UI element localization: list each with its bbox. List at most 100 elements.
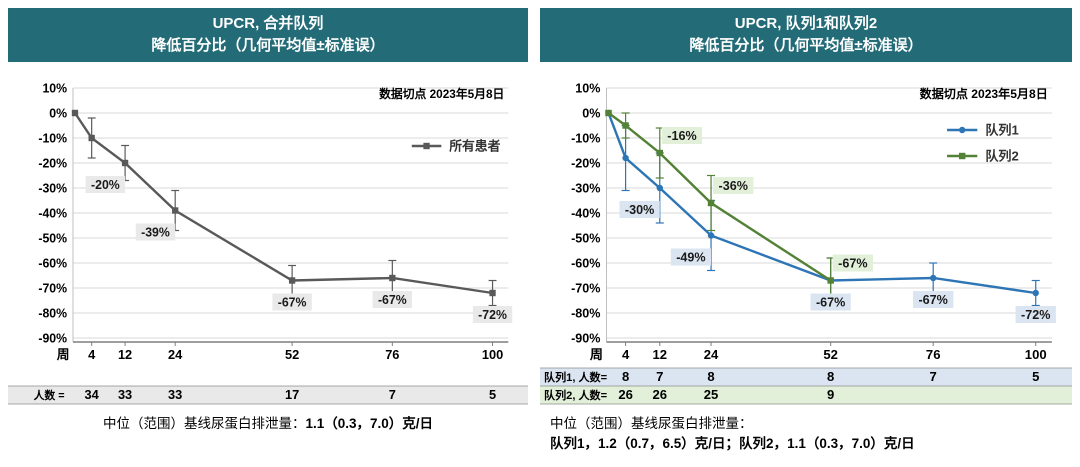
legend-label: 所有患者 bbox=[449, 138, 500, 153]
n-row-label: 队列2, 人数= bbox=[544, 388, 607, 402]
n-row-bg bbox=[540, 367, 1072, 386]
y-axis-tick-label: 0% bbox=[582, 106, 600, 120]
point-label: -20% bbox=[91, 177, 120, 191]
data-point bbox=[489, 289, 496, 296]
point-label: -67% bbox=[378, 292, 407, 306]
n-value: 17 bbox=[285, 386, 299, 401]
y-axis-tick-label: -30% bbox=[571, 181, 600, 195]
point-label-bg bbox=[472, 305, 513, 323]
n-row-bg bbox=[540, 385, 1072, 404]
n-value: 33 bbox=[118, 386, 132, 401]
data-point bbox=[172, 206, 179, 214]
data-point bbox=[71, 109, 79, 116]
point-label: -67% bbox=[919, 293, 948, 307]
y-axis-tick-label: -10% bbox=[571, 131, 600, 145]
point-label: -30% bbox=[625, 203, 654, 217]
n-value: 5 bbox=[489, 386, 496, 401]
point-label-bg bbox=[85, 175, 126, 193]
point-label-bg bbox=[372, 290, 413, 308]
n-value: 9 bbox=[827, 387, 834, 402]
n-value: 7 bbox=[930, 369, 937, 384]
baseline-footnote-cohorts: 中位（范围）基线尿蛋白排泄量： 队列1，1.2（0.7，6.5）克/日；队列2，… bbox=[540, 414, 1072, 455]
chart-title: UPCR, 队列1和队列2 bbox=[734, 15, 878, 32]
point-label-bg bbox=[913, 290, 954, 308]
point-label-bg bbox=[810, 293, 851, 310]
n-row-label: 人数 = bbox=[34, 387, 65, 401]
n-value: 8 bbox=[707, 369, 714, 384]
y-axis-tick-label: 0% bbox=[49, 106, 67, 120]
footnote-line2: 队列1，1.2（0.7，6.5）克/日；队列2，1.1（0.3，7.0）克/日 bbox=[550, 435, 915, 451]
y-axis-tick-label: -80% bbox=[38, 306, 67, 320]
y-axis-tick-label: -90% bbox=[571, 331, 600, 345]
n-value: 8 bbox=[622, 369, 629, 384]
combined-chart-header: UPCR, 合并队列 降低百分比（几何平均值±标准误） bbox=[8, 8, 528, 62]
x-axis-tick-label: 4 bbox=[622, 347, 630, 362]
data-point bbox=[288, 276, 296, 284]
chart-title: UPCR, 合并队列 bbox=[212, 15, 324, 32]
x-axis-tick-label: 24 bbox=[704, 347, 719, 362]
x-axis-tick-label: 76 bbox=[926, 347, 941, 362]
legend-marker bbox=[423, 142, 430, 149]
x-axis-tick-label: 52 bbox=[285, 346, 299, 361]
x-axis-tick-label: 4 bbox=[88, 346, 96, 361]
panel-cohort1-cohort2: UPCR, 队列1和队列2 降低百分比（几何平均值±标准误） 10% 0% -10%… bbox=[540, 8, 1072, 459]
x-axis-tick-label: 100 bbox=[482, 346, 503, 361]
x-axis-title: 周 bbox=[590, 347, 603, 362]
data-point bbox=[707, 199, 715, 206]
point-label: -72% bbox=[1021, 308, 1050, 322]
n-row-label: 队列1, 人数= bbox=[544, 370, 607, 384]
series-line bbox=[73, 111, 493, 294]
data-point bbox=[1032, 289, 1039, 296]
cohort1-cohort2-line-chart: 10% 0% -10% -20% -30% -40% -50% -60% -70% -80% -90… bbox=[540, 81, 1072, 404]
data-point bbox=[389, 274, 396, 281]
footnote-line1: 中位（范围）基线尿蛋白排泄量： bbox=[550, 415, 753, 431]
x-axis-tick-label: 24 bbox=[168, 346, 183, 361]
x-axis-tick-label: 52 bbox=[823, 347, 838, 362]
y-axis-tick-label: 10% bbox=[575, 81, 600, 95]
point-label: -36% bbox=[719, 179, 748, 193]
point-label: -67% bbox=[838, 256, 867, 270]
y-axis-tick-label: -80% bbox=[571, 306, 600, 320]
n-value: 33 bbox=[168, 386, 182, 401]
y-axis-tick-label: -70% bbox=[38, 281, 67, 295]
y-axis-tick-label: -40% bbox=[38, 206, 67, 220]
legend-marker bbox=[958, 152, 966, 159]
data-point bbox=[121, 159, 129, 166]
data-point bbox=[622, 154, 629, 161]
y-axis-tick-label: -70% bbox=[571, 281, 600, 295]
x-axis-tick-label: 12 bbox=[653, 347, 668, 362]
y-axis-tick-label: 10% bbox=[42, 81, 67, 95]
legend-marker bbox=[958, 126, 966, 133]
y-axis-tick-label: -40% bbox=[571, 206, 600, 220]
data-cutoff-label: 数据切点 2023年5月8日 bbox=[920, 86, 1048, 101]
x-axis-tick-label: 100 bbox=[1025, 347, 1047, 362]
point-label: -72% bbox=[478, 307, 507, 321]
point-label: -67% bbox=[278, 295, 307, 309]
point-label-bg bbox=[619, 200, 660, 218]
data-point bbox=[605, 109, 612, 116]
legend-label: 队列2 bbox=[985, 148, 1018, 163]
footnote-prefix: 中位（范围）基线尿蛋白排泄量： bbox=[102, 415, 306, 431]
data-point bbox=[622, 121, 629, 129]
y-axis-tick-label: -50% bbox=[571, 231, 600, 245]
point-label-bg bbox=[832, 254, 873, 271]
chart-subtitle: 降低百分比（几何平均值±标准误） bbox=[689, 36, 923, 54]
data-cutoff-label: 数据切点 2023年5月8日 bbox=[379, 86, 504, 100]
y-axis-tick-label: -20% bbox=[571, 156, 600, 170]
chart-subtitle: 降低百分比（几何平均值±标准误） bbox=[151, 36, 385, 54]
n-value: 26 bbox=[653, 387, 668, 402]
point-label-bg bbox=[135, 223, 176, 240]
point-label-bg bbox=[1015, 305, 1056, 323]
point-label: -67% bbox=[816, 295, 845, 309]
y-axis-tick-label: -60% bbox=[571, 256, 600, 270]
x-axis-tick-label: 12 bbox=[118, 346, 132, 361]
data-point bbox=[656, 184, 664, 191]
data-point bbox=[88, 134, 95, 141]
y-axis-tick-label: -10% bbox=[38, 131, 67, 145]
y-axis-tick-label: -20% bbox=[38, 156, 67, 170]
legend-label: 队列1 bbox=[985, 122, 1018, 137]
combined-cohort-line-chart: 10% 0% -10% -20% -30% -40% -50% -60% -70% -80% -90… bbox=[8, 81, 528, 404]
cohorts-chart-header: UPCR, 队列1和队列2 降低百分比（几何平均值±标准误） bbox=[540, 8, 1072, 62]
point-label-bg bbox=[272, 293, 312, 310]
